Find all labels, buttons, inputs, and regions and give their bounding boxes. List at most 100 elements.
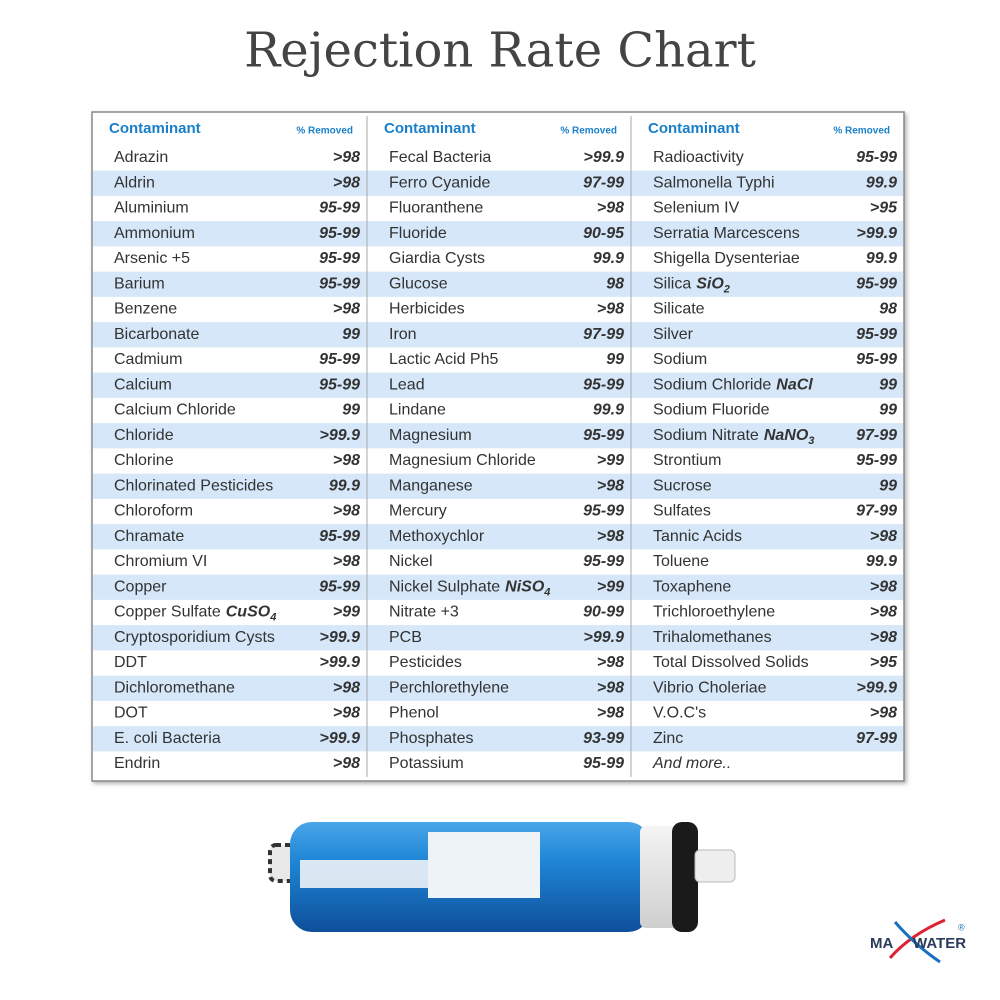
row-stripe (93, 322, 903, 348)
name-text: Methoxychlor (389, 528, 485, 545)
removal-rate: 95-99 (319, 376, 360, 393)
name-text: Cryptosporidium Cysts (114, 629, 275, 646)
removal-rate: >99.9 (320, 730, 361, 747)
column-header: Contaminant (648, 120, 740, 137)
removal-rate: 99.9 (866, 174, 897, 191)
contaminant-name: Silver (653, 326, 694, 343)
name-text: Selenium IV (653, 200, 740, 217)
name-text: Nickel (389, 553, 433, 570)
formula: NaCl (776, 376, 813, 393)
name-text: Calcium Chloride (114, 402, 236, 419)
name-text: Iron (389, 326, 417, 343)
removal-rate: 95-99 (583, 755, 624, 772)
contaminant-name: Potassium (389, 755, 464, 772)
contaminant-name: Lead (389, 376, 425, 393)
contaminant-name: Methoxychlor (389, 528, 485, 545)
contaminant-name: Silicate (653, 301, 705, 318)
removal-rate: 95-99 (856, 351, 897, 368)
removal-rate: >98 (597, 301, 624, 318)
removal-rate: >98 (333, 503, 360, 520)
contaminant-name: Phosphates (389, 730, 474, 747)
removal-rate: 97-99 (583, 174, 624, 191)
removal-rate: >99.9 (857, 225, 898, 242)
name-text: Lindane (389, 402, 446, 419)
contaminant-name: Mercury (389, 503, 447, 520)
name-text: Fluoranthene (389, 200, 483, 217)
name-text: Mercury (389, 503, 447, 520)
contaminant-name: Fluoride (389, 225, 447, 242)
removal-rate: >98 (333, 149, 360, 166)
contaminant-name: Copper Sulfate CuSO4 (114, 604, 276, 624)
name-text: Pesticides (389, 654, 462, 671)
logo-left: MA (870, 935, 893, 952)
name-text: Barium (114, 275, 165, 292)
logo-right: WATER (913, 935, 966, 952)
removal-rate: >98 (333, 705, 360, 722)
name-text: DOT (114, 705, 148, 722)
contaminant-name: Tannic Acids (653, 528, 742, 545)
contaminant-name: Lindane (389, 402, 446, 419)
contaminant-name: Silica SiO2 (653, 275, 730, 295)
removal-rate: >99.9 (584, 629, 625, 646)
removal-rate: >98 (597, 200, 624, 217)
contaminant-name: Sodium Nitrate NaNO3 (653, 427, 814, 447)
name-text: Magnesium (389, 427, 472, 444)
contaminant-name: Sulfates (653, 503, 711, 520)
name-text: Radioactivity (653, 149, 744, 166)
name-text: Tannic Acids (653, 528, 742, 545)
name-text: Total Dissolved Solids (653, 654, 809, 671)
contaminant-name: Nitrate +3 (389, 604, 459, 621)
table: Contaminant % Removed Adrazin >98 Aldrin >98 A… (93, 116, 903, 777)
name-text: And more.. (652, 755, 731, 772)
formula: SiO (696, 275, 724, 292)
name-text: Chramate (114, 528, 184, 545)
name-text: Aldrin (114, 174, 155, 191)
row-stripe (93, 574, 903, 600)
name-text: Chromium VI (114, 553, 207, 570)
name-text: Bicarbonate (114, 326, 199, 343)
formula: CuSO (226, 604, 271, 621)
removal-rate: 95-99 (583, 503, 624, 520)
name-text: Sodium Chloride (653, 376, 771, 393)
removal-rate: 99.9 (866, 553, 897, 570)
logo-mark: ® (958, 922, 965, 932)
contaminant-name: Chromium VI (114, 553, 207, 570)
removal-rate: 97-99 (856, 503, 897, 520)
contaminant-name: Magnesium Chloride (389, 452, 536, 469)
contaminant-name: Ferro Cyanide (389, 174, 490, 191)
contaminant-name: Aldrin (114, 174, 155, 191)
removal-rate: 95-99 (856, 452, 897, 469)
row-stripe (93, 271, 903, 297)
name-text: Sodium (653, 351, 707, 368)
removal-rate: 95-99 (856, 326, 897, 343)
contaminant-name: Lactic Acid Ph5 (389, 351, 499, 368)
contaminant-name: PCB (389, 629, 422, 646)
name-text: Salmonella Typhi (653, 174, 775, 191)
name-text: Phenol (389, 705, 439, 722)
name-text: Glucose (389, 275, 448, 292)
contaminant-name: Calcium (114, 376, 172, 393)
row-stripe (93, 423, 903, 449)
name-text: Zinc (653, 730, 683, 747)
removal-rate: >95 (870, 200, 898, 217)
removal-rate: >98 (870, 604, 897, 621)
contaminant-name: Vibrio Choleriae (653, 679, 767, 696)
name-text: Sodium Fluoride (653, 402, 770, 419)
removal-rate: >98 (333, 679, 360, 696)
removal-rate: >99.9 (584, 149, 625, 166)
removal-rate: >98 (870, 578, 897, 595)
row-stripe (93, 524, 903, 550)
contaminant-name: Manganese (389, 477, 473, 494)
contaminant-name: Chloride (114, 427, 174, 444)
removal-rate: 95-99 (856, 149, 897, 166)
formula-subscript: 4 (543, 586, 550, 598)
row-stripe (93, 625, 903, 651)
removal-rate: 95-99 (319, 225, 360, 242)
contaminant-name: Trihalomethanes (653, 629, 772, 646)
name-text: Toxaphene (653, 578, 731, 595)
contaminant-name: Chlorinated Pesticides (114, 477, 273, 494)
name-text: Benzene (114, 301, 177, 318)
removal-rate: >99 (333, 604, 360, 621)
name-text: Strontium (653, 452, 721, 469)
removal-rate: 99 (879, 376, 897, 393)
